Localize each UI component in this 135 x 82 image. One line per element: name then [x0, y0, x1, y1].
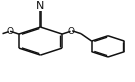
Text: O: O: [7, 27, 14, 36]
Text: N: N: [36, 1, 45, 11]
Text: O: O: [67, 27, 74, 36]
